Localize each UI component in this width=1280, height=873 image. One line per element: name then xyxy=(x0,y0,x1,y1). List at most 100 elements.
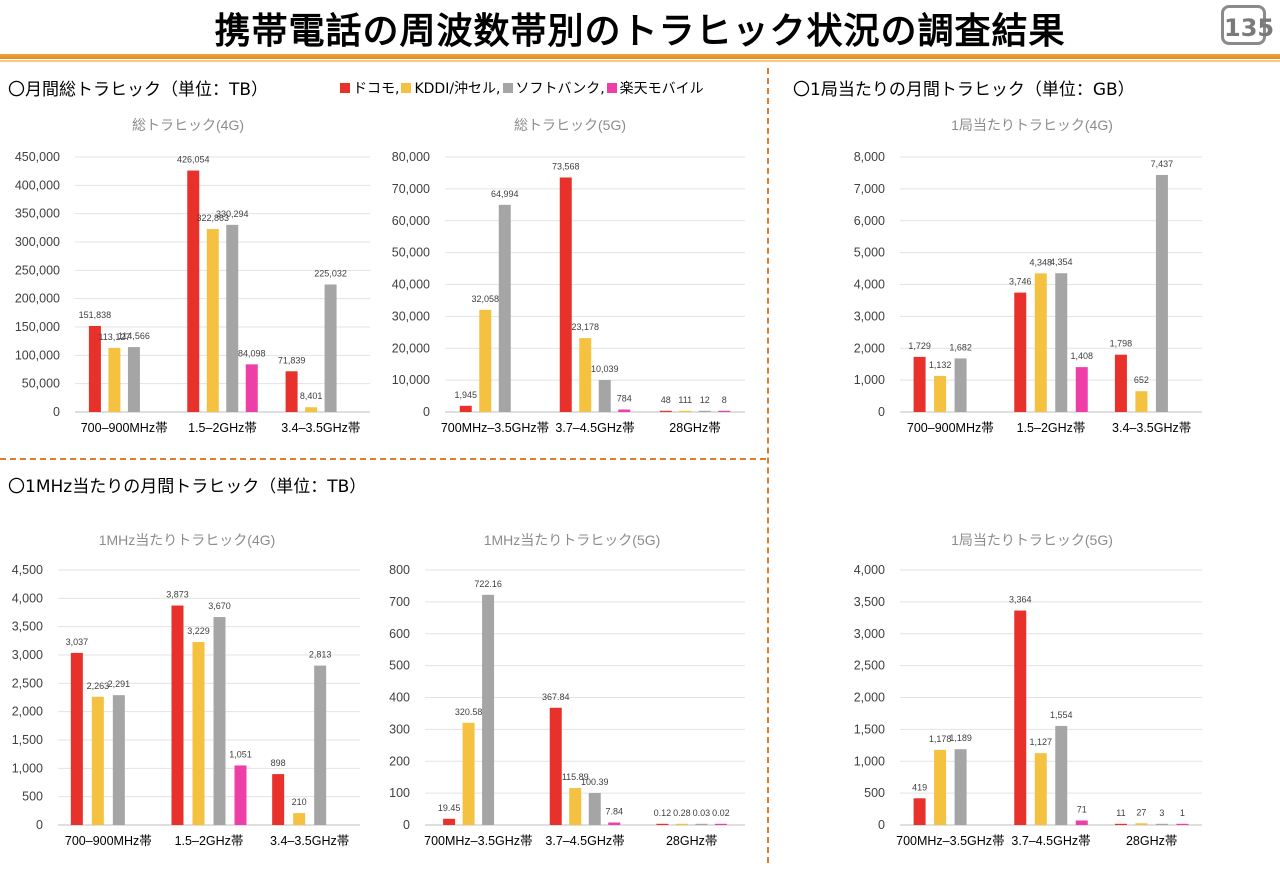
title-rule-shadow xyxy=(0,60,1280,62)
y-tick-label: 350,000 xyxy=(15,207,60,221)
data-label: 652 xyxy=(1134,375,1149,385)
bar xyxy=(70,652,83,825)
data-label: 1,189 xyxy=(949,733,972,743)
data-label: 722.16 xyxy=(474,579,502,589)
y-tick-label: 50,000 xyxy=(22,377,60,391)
chart-title: 総トラヒック(5G) xyxy=(514,117,626,133)
y-tick-label: 600 xyxy=(389,627,410,641)
legend-item-rakuten: 楽天モバイル xyxy=(606,78,704,98)
section-title-per-mhz: 〇1MHz当たりの月間トラヒック（単位：TB） xyxy=(8,477,367,497)
bar xyxy=(171,605,184,825)
bar xyxy=(1176,823,1189,825)
x-tick-label: 3.4–3.5GHz帯 xyxy=(281,421,360,435)
bar xyxy=(698,410,711,412)
horizontal-divider xyxy=(0,458,766,460)
bar xyxy=(112,695,125,825)
x-tick-label: 3.7–4.5GHz帯 xyxy=(1011,834,1090,848)
bar xyxy=(459,405,472,412)
chart-per-station-traffic-5g: 1局当たりトラヒック(5G) 0 500 1,000 1,500 2,000 2,500 3,… xyxy=(854,532,1202,848)
bar xyxy=(91,696,104,825)
data-label: 12 xyxy=(700,395,710,405)
x-tick-label: 3.7–4.5GHz帯 xyxy=(555,421,634,435)
bar xyxy=(324,284,337,412)
data-label: 114,566 xyxy=(118,331,150,341)
y-tick-label: 400,000 xyxy=(15,178,60,192)
data-label: 7,437 xyxy=(1151,159,1174,169)
data-label: 322,863 xyxy=(196,213,229,223)
x-tick-label: 28GHz帯 xyxy=(669,421,720,435)
data-label: 1,178 xyxy=(929,734,952,744)
bar xyxy=(934,749,947,825)
bar xyxy=(314,665,327,825)
x-tick-label: 700MHz–3.5GHz帯 xyxy=(441,421,549,435)
data-label: 419 xyxy=(912,782,927,792)
bar xyxy=(305,407,318,412)
y-tick-label: 200,000 xyxy=(15,292,60,306)
legend-label: ソフトバンク, xyxy=(515,81,605,97)
bar xyxy=(549,707,562,825)
bar xyxy=(206,229,219,412)
data-label: 1,682 xyxy=(949,342,972,352)
data-label: 320.58 xyxy=(455,707,483,717)
y-tick-label: 20,000 xyxy=(392,341,430,355)
bar xyxy=(675,823,688,825)
data-label: 1,729 xyxy=(908,341,931,351)
data-label: 2,291 xyxy=(108,679,131,689)
legend-item-docomo: ドコモ, xyxy=(340,78,399,98)
bar xyxy=(608,822,621,825)
bar xyxy=(1114,354,1127,412)
data-label: 210 xyxy=(292,797,307,807)
data-label: 2,813 xyxy=(309,650,332,660)
data-label: 1,132 xyxy=(929,360,952,370)
bar xyxy=(1014,292,1027,412)
bar xyxy=(293,813,306,825)
bar xyxy=(714,823,727,825)
data-label: 1,945 xyxy=(454,390,477,400)
x-tick-label: 3.4–3.5GHz帯 xyxy=(270,834,349,848)
y-tick-label: 700 xyxy=(389,595,410,609)
data-label: 784 xyxy=(617,394,632,404)
y-tick-label: 1,000 xyxy=(854,754,885,768)
y-tick-label: 500 xyxy=(389,659,410,673)
bar xyxy=(213,617,226,825)
bar xyxy=(192,642,205,825)
y-tick-label: 60,000 xyxy=(392,214,430,228)
data-label: 4,354 xyxy=(1050,257,1073,267)
y-tick-label: 1,500 xyxy=(854,722,885,736)
x-tick-label: 1.5–2GHz帯 xyxy=(188,421,257,435)
bar xyxy=(559,177,572,412)
legend-swatch xyxy=(340,83,350,93)
bar xyxy=(579,338,592,412)
bar xyxy=(618,409,631,412)
data-label: 0.03 xyxy=(693,808,711,818)
y-tick-label: 2,500 xyxy=(854,659,885,673)
y-tick-label: 4,500 xyxy=(12,563,43,577)
bar xyxy=(498,204,511,412)
data-label: 115.89 xyxy=(562,772,589,782)
data-label: 1,051 xyxy=(229,749,252,759)
data-label: 1,554 xyxy=(1050,710,1073,720)
chart-per-station-traffic-4g: 1局当たりトラヒック(4G) 0 1,000 2,000 3,000 4,000 5,000… xyxy=(854,117,1202,435)
bar xyxy=(285,371,298,412)
vertical-divider xyxy=(767,68,769,863)
data-label: 48 xyxy=(661,395,671,405)
y-tick-label: 400 xyxy=(389,691,410,705)
data-label: 1,127 xyxy=(1029,737,1052,747)
legend-item-kddi: KDDI/沖セル, xyxy=(401,78,501,98)
y-tick-label: 1,500 xyxy=(12,733,43,747)
data-label: 23,178 xyxy=(571,322,599,332)
chart-total-traffic-5g: 総トラヒック(5G) 0 10,000 20,000 30,000 40,000 50,00… xyxy=(392,117,745,435)
bar xyxy=(913,356,926,412)
chart-per-mhz-traffic-4g: 1MHz当たりトラヒック(4G) 0 500 1,000 1,500 2,000 2,500… xyxy=(12,532,360,848)
y-tick-label: 800 xyxy=(389,563,410,577)
legend-item-softbank: ソフトバンク, xyxy=(502,78,605,98)
data-label: 73,568 xyxy=(552,162,580,172)
y-tick-label: 70,000 xyxy=(392,182,430,196)
y-tick-label: 0 xyxy=(878,818,885,832)
legend-swatch xyxy=(502,83,513,93)
data-label: 4,348 xyxy=(1029,257,1052,267)
bar xyxy=(1075,820,1088,825)
bar xyxy=(1055,725,1068,825)
y-tick-label: 50,000 xyxy=(392,246,430,260)
data-label: 3,364 xyxy=(1009,595,1032,605)
